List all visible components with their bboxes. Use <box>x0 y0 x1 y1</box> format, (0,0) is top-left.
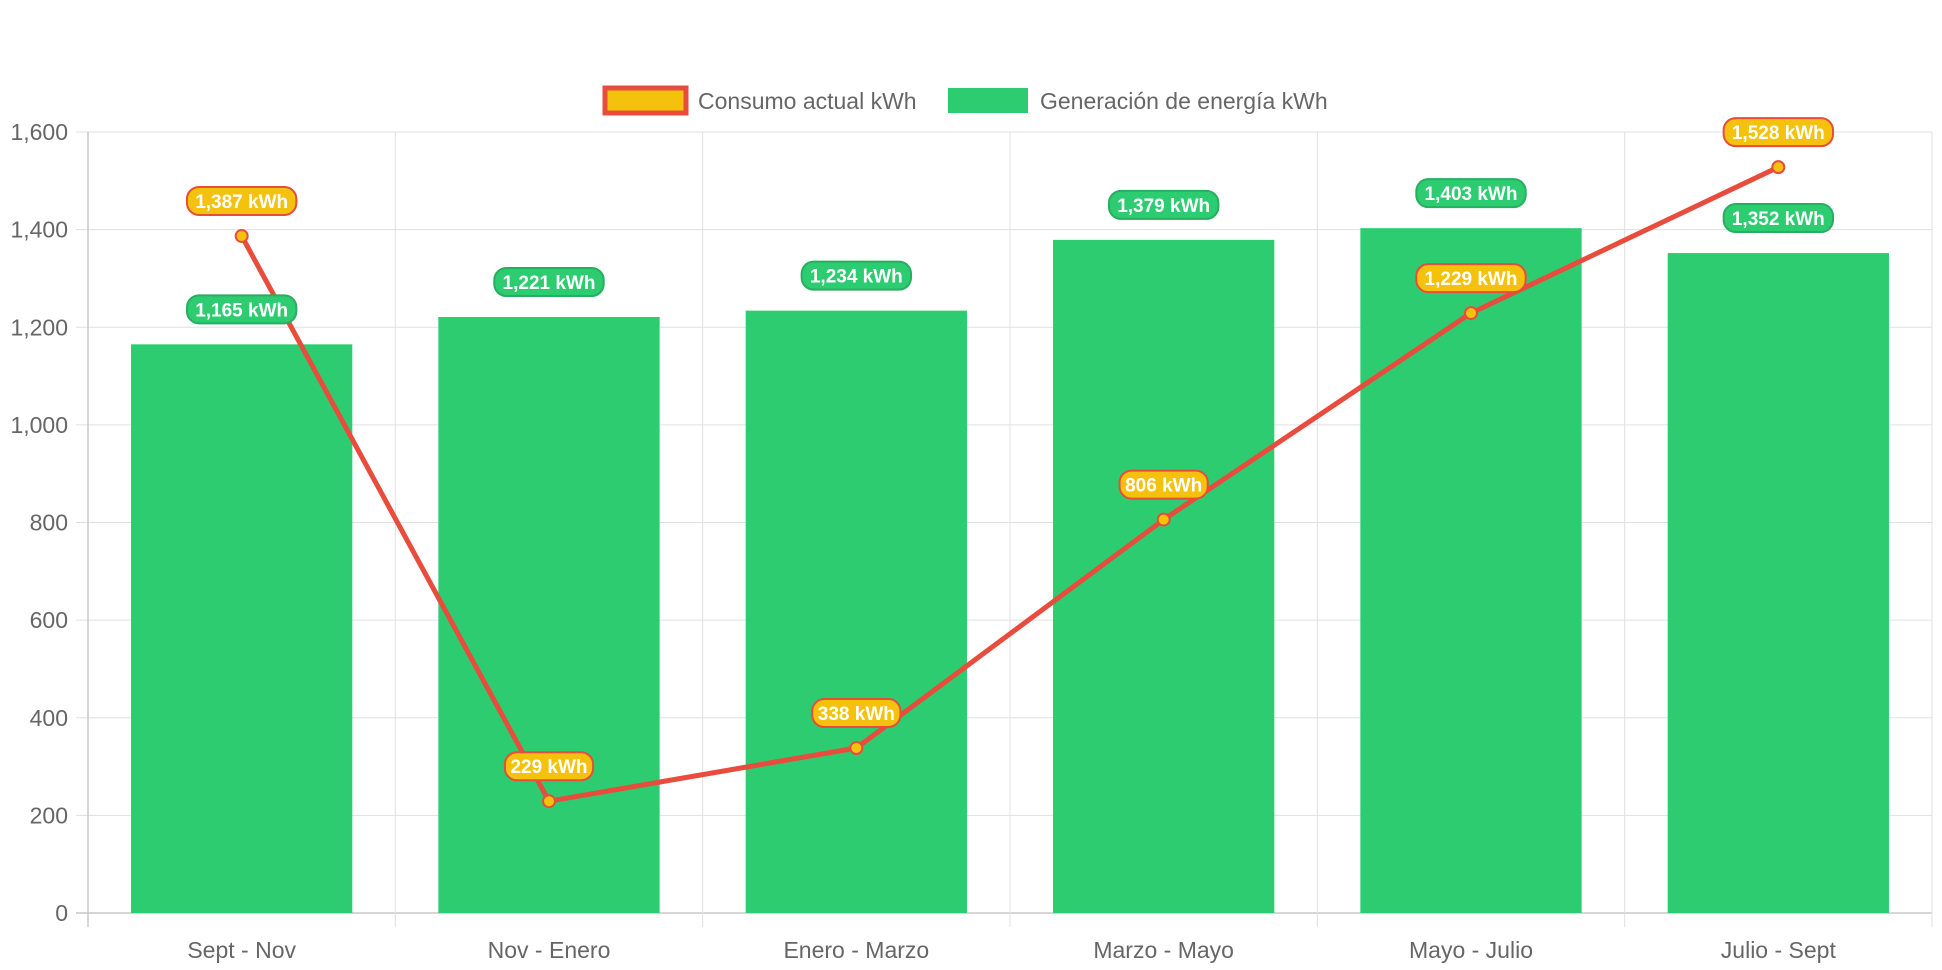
bar-data-label-text: 1,403 kWh <box>1425 184 1518 205</box>
legend-label-generacion: Generación de energía kWh <box>1040 88 1328 114</box>
line-data-label: 1,387 kWh <box>185 185 298 216</box>
y-tick-label: 0 <box>55 900 68 926</box>
line-data-label: 1,229 kWh <box>1415 263 1527 294</box>
bar-data-label-text: 1,234 kWh <box>810 267 903 288</box>
bar-data-label-text: 1,165 kWh <box>195 300 288 321</box>
line-data-label-bg <box>1722 117 1835 148</box>
legend-swatch-consumo <box>602 85 689 116</box>
line-point[interactable] <box>234 228 249 243</box>
line-data-label-text: 806 kWh <box>1125 476 1202 497</box>
bar-data-label-text: 1,221 kWh <box>503 273 596 294</box>
line-data-label: 338 kWh <box>811 698 902 729</box>
x-axis: Sept - Nov Nov - Enero Enero - Marzo Marzo … <box>187 937 1836 963</box>
bar-data-label-bg <box>1107 189 1220 220</box>
bar[interactable] <box>745 310 967 913</box>
y-tick-label: 1,200 <box>10 314 68 340</box>
line-data-label-bg <box>811 698 902 729</box>
bar-data-label-bg <box>800 260 913 291</box>
bar-data-label: 1,165 kWh <box>185 294 298 325</box>
line-data-label: 229 kWh <box>503 751 595 782</box>
bar[interactable] <box>1360 228 1582 913</box>
bar-data-label: 1,221 kWh <box>493 266 605 297</box>
line-data-label-bg <box>503 751 595 782</box>
bar-data-label-text: 1,352 kWh <box>1732 209 1825 230</box>
y-tick-label: 1,000 <box>10 412 68 438</box>
line-point[interactable] <box>542 794 556 809</box>
data-labels: 1,165 kWh 1,221 kWh 1,234 kWh 1,379 kWh 1,40… <box>185 117 1835 782</box>
legend: Consumo actual kWh Generación de energía… <box>602 85 1328 116</box>
y-tick-label: 1,600 <box>10 119 68 145</box>
legend-item-consumo[interactable]: Consumo actual kWh <box>602 85 917 116</box>
line-point[interactable] <box>1464 306 1478 321</box>
bar-data-label-bg <box>185 294 298 325</box>
bar-data-label-bg <box>1722 203 1835 234</box>
bar-data-label-bg <box>1415 178 1527 209</box>
bar[interactable] <box>438 316 660 913</box>
line-data-label-text: 1,229 kWh <box>1425 269 1518 290</box>
line-data-label-text: 1,387 kWh <box>195 192 288 213</box>
y-tick-label: 200 <box>30 802 68 828</box>
line-point[interactable] <box>1156 512 1171 527</box>
x-tick-label: Nov - Enero <box>488 937 611 963</box>
x-tick-label: Mayo - Julio <box>1409 937 1533 963</box>
line-data-label: 806 kWh <box>1118 469 1209 500</box>
bar-data-label-bg <box>493 266 605 297</box>
y-tick-label: 400 <box>30 705 68 731</box>
line-data-label-bg <box>1118 469 1209 500</box>
bar-data-label: 1,352 kWh <box>1722 203 1835 234</box>
line-point[interactable] <box>1771 160 1786 175</box>
legend-swatch-generacion <box>948 88 1028 113</box>
y-axis: 0 200 400 600 800 1,000 1,200 1,400 1,600 <box>10 119 68 926</box>
bar-series <box>131 228 1889 914</box>
bar-data-label: 1,234 kWh <box>800 260 913 291</box>
y-tick-label: 600 <box>30 607 68 633</box>
line-data-label-bg <box>185 185 298 216</box>
x-tick-label: Sept - Nov <box>187 937 296 963</box>
line-data-label-text: 338 kWh <box>818 704 895 725</box>
bar[interactable] <box>1667 253 1889 913</box>
bar-data-label-text: 1,379 kWh <box>1117 196 1210 217</box>
line-data-label-text: 229 kWh <box>510 757 587 778</box>
line-data-label-bg <box>1415 263 1527 294</box>
x-tick-label: Julio - Sept <box>1721 937 1837 963</box>
bar-data-label: 1,403 kWh <box>1415 178 1527 209</box>
y-tick-label: 800 <box>30 510 68 536</box>
line-data-label-text: 1,528 kWh <box>1732 123 1825 144</box>
legend-item-generacion[interactable]: Generación de energía kWh <box>948 88 1328 114</box>
grid-lines <box>76 131 1933 927</box>
y-tick-label: 1,400 <box>10 217 68 243</box>
bar-data-label: 1,379 kWh <box>1107 189 1220 220</box>
line-point[interactable] <box>849 741 864 756</box>
bar[interactable] <box>131 344 353 914</box>
legend-label-consumo: Consumo actual kWh <box>698 88 917 114</box>
line-data-label: 1,528 kWh <box>1722 117 1835 148</box>
x-tick-label: Marzo - Mayo <box>1093 937 1234 963</box>
x-tick-label: Enero - Marzo <box>783 937 929 963</box>
